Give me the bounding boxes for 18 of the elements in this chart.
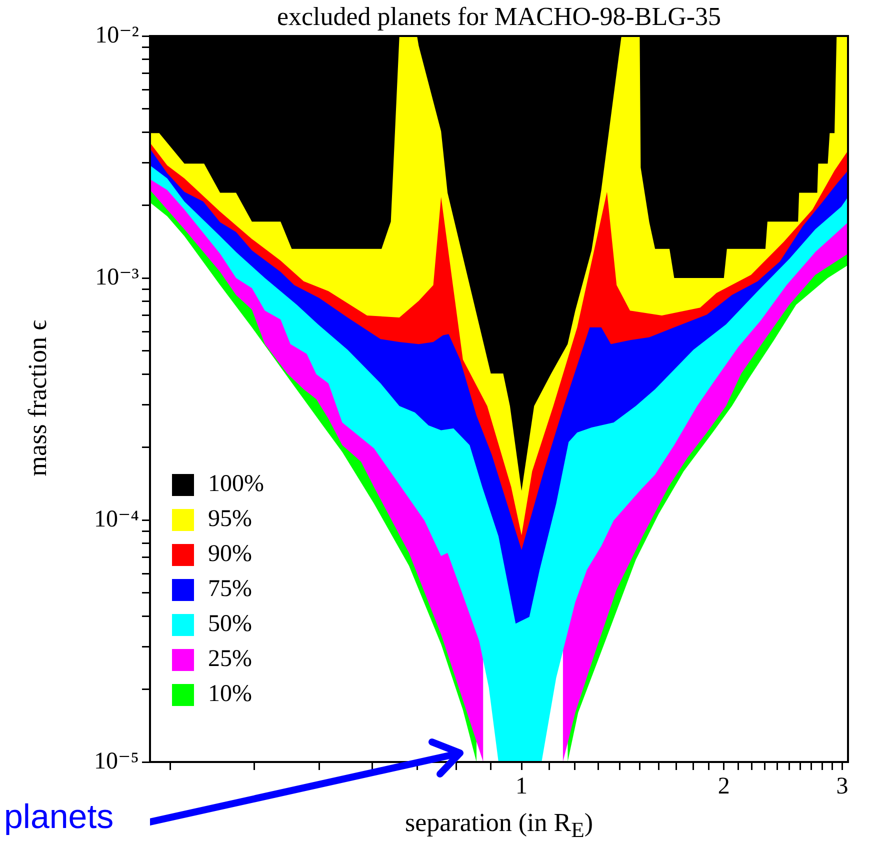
chart-title: excluded planets for MACHO-98-BLG-35 bbox=[276, 2, 722, 32]
text: planets bbox=[4, 798, 114, 837]
x-tick-label: 2 bbox=[718, 774, 730, 800]
legend-label: 25% bbox=[208, 646, 252, 673]
y-tick-label: 10⁻⁵ bbox=[94, 748, 139, 774]
y-tick-label: 10⁻³ bbox=[95, 264, 139, 290]
x-tick-label: 1 bbox=[516, 774, 528, 800]
legend-label: 10% bbox=[208, 681, 252, 708]
x-tick-label: 3 bbox=[836, 774, 848, 800]
legend-label: 50% bbox=[208, 611, 252, 638]
legend-label: 100% bbox=[208, 471, 264, 498]
legend-label: 90% bbox=[208, 541, 252, 568]
y-tick-label: 10⁻² bbox=[95, 22, 139, 48]
legend-label: 75% bbox=[208, 576, 252, 603]
y-tick-label: 10⁻⁴ bbox=[94, 506, 139, 532]
y-axis-title: mass fraction ϵ bbox=[23, 318, 53, 478]
legend-label: 95% bbox=[208, 506, 252, 533]
x-axis-title: separation (in R$_{E}$) bbox=[404, 808, 594, 844]
